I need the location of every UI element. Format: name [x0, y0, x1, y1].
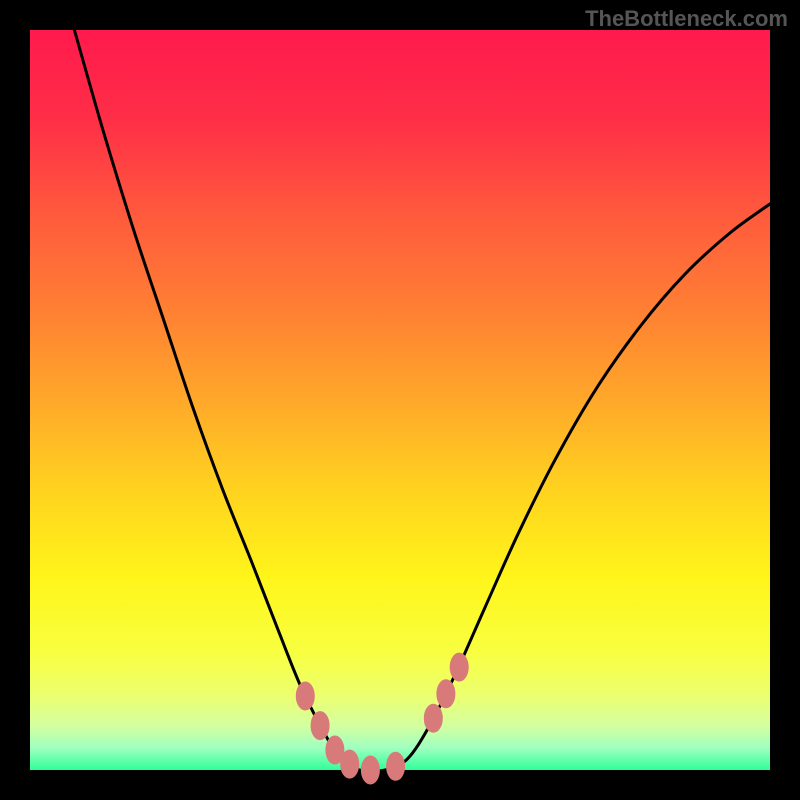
highlight-marker [450, 653, 468, 681]
chart-container: TheBottleneck.com [0, 0, 800, 800]
highlight-marker [296, 682, 314, 710]
bottleneck-chart [0, 0, 800, 800]
highlight-marker [387, 752, 405, 780]
highlight-marker [341, 750, 359, 778]
highlight-marker [437, 680, 455, 708]
highlight-marker [311, 712, 329, 740]
highlight-marker [361, 756, 379, 784]
highlight-marker [424, 704, 442, 732]
watermark-text: TheBottleneck.com [585, 6, 788, 32]
gradient-plot-area [30, 30, 770, 770]
